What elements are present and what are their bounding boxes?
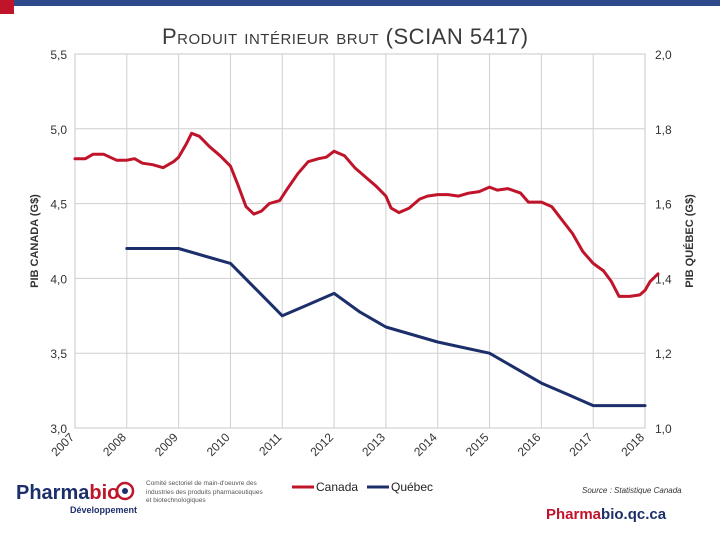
x-tick-label: 2009 — [152, 430, 181, 459]
x-tick-label: 2008 — [100, 430, 129, 459]
x-tick-label: 2013 — [359, 430, 388, 459]
logo-name-part1: Pharma — [16, 482, 90, 504]
right-tick-label: 2,0 — [655, 48, 672, 62]
logo-name-part2: bio — [89, 482, 120, 504]
x-tick-label: 2014 — [411, 430, 440, 459]
logo-subtitle: Développement — [70, 505, 138, 515]
source-note: Source : Statistique Canada — [582, 486, 682, 495]
x-tick-label: 2010 — [204, 430, 233, 459]
plot-border — [74, 53, 646, 429]
chart-title: Produit intérieur brut (SCIAN 5417) — [162, 24, 529, 49]
website-part2: bio.qc.ca — [601, 506, 667, 523]
left-tick-label: 5,5 — [50, 48, 67, 62]
left-tick-label: 4,5 — [50, 198, 67, 212]
left-tick-label: 5,0 — [50, 123, 67, 137]
left-tick-label: 3,0 — [50, 422, 67, 436]
legend-label: Québec — [391, 480, 433, 494]
logo-mark-icon — [115, 481, 135, 501]
right-axis-title: PIB QUÉBEC (G$) — [683, 194, 696, 288]
right-tick-label: 1,2 — [655, 347, 672, 361]
logo-name: Pharmabio — [16, 482, 119, 505]
x-tick-label: 2011 — [256, 430, 284, 458]
series-line-canada — [73, 131, 660, 298]
logo-description: Comité sectoriel de main-d'oeuvre des in… — [146, 480, 263, 504]
left-axis-title: PIB CANADA (G$) — [29, 194, 41, 288]
left-tick-label: 3,5 — [50, 347, 67, 361]
series-line-qubec — [125, 247, 647, 408]
right-tick-label: 1,8 — [655, 123, 672, 137]
right-tick-label: 1,4 — [655, 272, 672, 286]
website-part1: Pharma — [546, 506, 602, 523]
x-tick-label: 2017 — [567, 430, 596, 459]
website-link[interactable]: Pharmabio.qc.ca — [546, 506, 666, 523]
legend-label: Canada — [316, 480, 358, 494]
right-tick-label: 1,0 — [655, 422, 672, 436]
x-tick-label: 2018 — [618, 430, 647, 459]
top-bar-accent — [0, 0, 14, 14]
x-tick-label: 2015 — [463, 430, 492, 459]
x-tick-label: 2016 — [515, 430, 544, 459]
x-tick-label: 2012 — [307, 430, 336, 459]
right-tick-label: 1,6 — [655, 198, 672, 212]
pharmabio-logo: Pharmabio Développement Comité sectoriel… — [16, 478, 263, 518]
top-bar — [0, 0, 720, 6]
left-tick-label: 4,0 — [50, 272, 67, 286]
